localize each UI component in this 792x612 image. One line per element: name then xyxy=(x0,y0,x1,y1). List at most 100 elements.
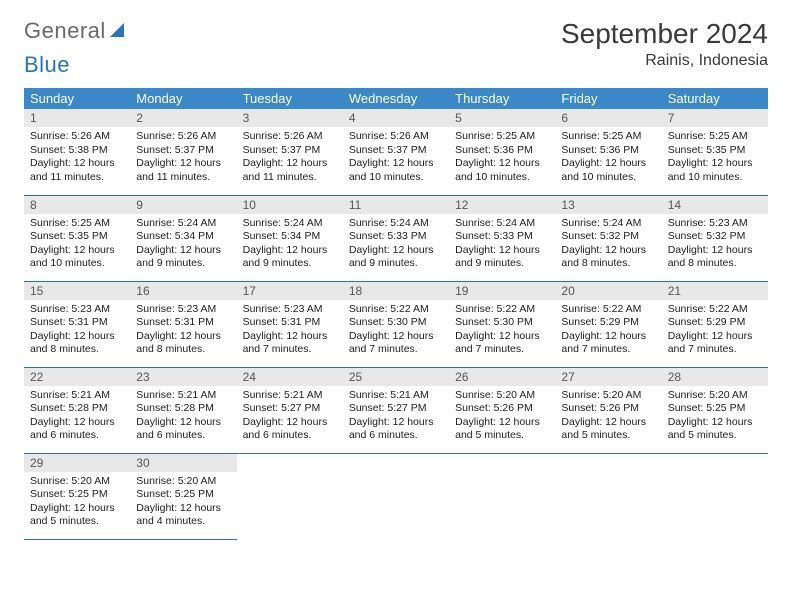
day-number: 19 xyxy=(449,282,555,300)
day-body: Sunrise: 5:22 AMSunset: 5:30 PMDaylight:… xyxy=(343,300,449,363)
daylight-line: Daylight: 12 hours and 9 minutes. xyxy=(455,244,549,271)
daylight-line: Daylight: 12 hours and 10 minutes. xyxy=(561,157,655,184)
daylight-line: Daylight: 12 hours and 10 minutes. xyxy=(349,157,443,184)
logo-text-1: General xyxy=(24,18,106,44)
day-body: Sunrise: 5:26 AMSunset: 5:37 PMDaylight:… xyxy=(343,127,449,190)
calendar-cell: 21Sunrise: 5:22 AMSunset: 5:29 PMDayligh… xyxy=(662,281,768,367)
day-number: 6 xyxy=(555,109,661,127)
day-number: 13 xyxy=(555,196,661,214)
calendar-cell: 27Sunrise: 5:20 AMSunset: 5:26 PMDayligh… xyxy=(555,367,661,453)
sunrise-line: Sunrise: 5:20 AM xyxy=(136,475,230,489)
day-body: Sunrise: 5:25 AMSunset: 5:36 PMDaylight:… xyxy=(555,127,661,190)
day-number: 14 xyxy=(662,196,768,214)
calendar-cell: 6Sunrise: 5:25 AMSunset: 5:36 PMDaylight… xyxy=(555,109,661,195)
sunset-line: Sunset: 5:36 PM xyxy=(455,144,549,158)
calendar-week-row: 29Sunrise: 5:20 AMSunset: 5:25 PMDayligh… xyxy=(24,453,768,539)
sunset-line: Sunset: 5:25 PM xyxy=(668,402,762,416)
daylight-line: Daylight: 12 hours and 9 minutes. xyxy=(243,244,337,271)
calendar-cell: 5Sunrise: 5:25 AMSunset: 5:36 PMDaylight… xyxy=(449,109,555,195)
calendar-cell: 15Sunrise: 5:23 AMSunset: 5:31 PMDayligh… xyxy=(24,281,130,367)
day-body: Sunrise: 5:21 AMSunset: 5:28 PMDaylight:… xyxy=(130,386,236,449)
day-body: Sunrise: 5:24 AMSunset: 5:32 PMDaylight:… xyxy=(555,214,661,277)
daylight-line: Daylight: 12 hours and 6 minutes. xyxy=(136,416,230,443)
sunset-line: Sunset: 5:36 PM xyxy=(561,144,655,158)
month-title: September 2024 xyxy=(561,18,768,50)
calendar-cell xyxy=(555,453,661,539)
calendar-cell: 28Sunrise: 5:20 AMSunset: 5:25 PMDayligh… xyxy=(662,367,768,453)
day-number: 23 xyxy=(130,368,236,386)
calendar-cell: 22Sunrise: 5:21 AMSunset: 5:28 PMDayligh… xyxy=(24,367,130,453)
day-number: 15 xyxy=(24,282,130,300)
sunset-line: Sunset: 5:37 PM xyxy=(349,144,443,158)
daylight-line: Daylight: 12 hours and 11 minutes. xyxy=(136,157,230,184)
day-body: Sunrise: 5:22 AMSunset: 5:30 PMDaylight:… xyxy=(449,300,555,363)
calendar-week-row: 1Sunrise: 5:26 AMSunset: 5:38 PMDaylight… xyxy=(24,109,768,195)
day-number: 1 xyxy=(24,109,130,127)
sunrise-line: Sunrise: 5:24 AM xyxy=(136,217,230,231)
sunrise-line: Sunrise: 5:26 AM xyxy=(136,130,230,144)
sunrise-line: Sunrise: 5:24 AM xyxy=(349,217,443,231)
calendar-cell: 30Sunrise: 5:20 AMSunset: 5:25 PMDayligh… xyxy=(130,453,236,539)
daylight-line: Daylight: 12 hours and 5 minutes. xyxy=(561,416,655,443)
weekday-header: Sunday xyxy=(24,88,130,109)
sunset-line: Sunset: 5:34 PM xyxy=(136,230,230,244)
calendar-cell: 20Sunrise: 5:22 AMSunset: 5:29 PMDayligh… xyxy=(555,281,661,367)
day-number: 4 xyxy=(343,109,449,127)
sunset-line: Sunset: 5:27 PM xyxy=(243,402,337,416)
daylight-line: Daylight: 12 hours and 6 minutes. xyxy=(243,416,337,443)
calendar-week-row: 15Sunrise: 5:23 AMSunset: 5:31 PMDayligh… xyxy=(24,281,768,367)
sunset-line: Sunset: 5:38 PM xyxy=(30,144,124,158)
sunrise-line: Sunrise: 5:25 AM xyxy=(455,130,549,144)
calendar-cell: 18Sunrise: 5:22 AMSunset: 5:30 PMDayligh… xyxy=(343,281,449,367)
daylight-line: Daylight: 12 hours and 7 minutes. xyxy=(243,330,337,357)
day-number: 28 xyxy=(662,368,768,386)
sunset-line: Sunset: 5:35 PM xyxy=(668,144,762,158)
daylight-line: Daylight: 12 hours and 7 minutes. xyxy=(668,330,762,357)
day-body: Sunrise: 5:21 AMSunset: 5:27 PMDaylight:… xyxy=(343,386,449,449)
location: Rainis, Indonesia xyxy=(561,52,768,70)
day-body: Sunrise: 5:24 AMSunset: 5:34 PMDaylight:… xyxy=(130,214,236,277)
day-number: 21 xyxy=(662,282,768,300)
calendar-cell xyxy=(449,453,555,539)
day-body: Sunrise: 5:24 AMSunset: 5:34 PMDaylight:… xyxy=(237,214,343,277)
daylight-line: Daylight: 12 hours and 8 minutes. xyxy=(136,330,230,357)
sunrise-line: Sunrise: 5:20 AM xyxy=(30,475,124,489)
day-body: Sunrise: 5:23 AMSunset: 5:32 PMDaylight:… xyxy=(662,214,768,277)
calendar-cell: 25Sunrise: 5:21 AMSunset: 5:27 PMDayligh… xyxy=(343,367,449,453)
sunset-line: Sunset: 5:34 PM xyxy=(243,230,337,244)
weekday-header: Thursday xyxy=(449,88,555,109)
sunrise-line: Sunrise: 5:24 AM xyxy=(561,217,655,231)
sunrise-line: Sunrise: 5:21 AM xyxy=(243,389,337,403)
calendar-cell: 13Sunrise: 5:24 AMSunset: 5:32 PMDayligh… xyxy=(555,195,661,281)
day-body: Sunrise: 5:25 AMSunset: 5:35 PMDaylight:… xyxy=(662,127,768,190)
day-body: Sunrise: 5:26 AMSunset: 5:38 PMDaylight:… xyxy=(24,127,130,190)
calendar-body: 1Sunrise: 5:26 AMSunset: 5:38 PMDaylight… xyxy=(24,109,768,539)
sunset-line: Sunset: 5:33 PM xyxy=(349,230,443,244)
sunrise-line: Sunrise: 5:24 AM xyxy=(243,217,337,231)
daylight-line: Daylight: 12 hours and 7 minutes. xyxy=(561,330,655,357)
sunset-line: Sunset: 5:26 PM xyxy=(561,402,655,416)
daylight-line: Daylight: 12 hours and 8 minutes. xyxy=(561,244,655,271)
sunrise-line: Sunrise: 5:25 AM xyxy=(561,130,655,144)
day-body: Sunrise: 5:20 AMSunset: 5:25 PMDaylight:… xyxy=(662,386,768,449)
sunrise-line: Sunrise: 5:26 AM xyxy=(30,130,124,144)
sunset-line: Sunset: 5:25 PM xyxy=(136,488,230,502)
sunset-line: Sunset: 5:30 PM xyxy=(349,316,443,330)
calendar-cell: 10Sunrise: 5:24 AMSunset: 5:34 PMDayligh… xyxy=(237,195,343,281)
weekday-header: Wednesday xyxy=(343,88,449,109)
calendar-cell: 12Sunrise: 5:24 AMSunset: 5:33 PMDayligh… xyxy=(449,195,555,281)
daylight-line: Daylight: 12 hours and 11 minutes. xyxy=(30,157,124,184)
sunrise-line: Sunrise: 5:23 AM xyxy=(243,303,337,317)
daylight-line: Daylight: 12 hours and 10 minutes. xyxy=(30,244,124,271)
day-number: 8 xyxy=(24,196,130,214)
day-number: 2 xyxy=(130,109,236,127)
day-body: Sunrise: 5:20 AMSunset: 5:26 PMDaylight:… xyxy=(555,386,661,449)
day-number: 10 xyxy=(237,196,343,214)
calendar-cell: 2Sunrise: 5:26 AMSunset: 5:37 PMDaylight… xyxy=(130,109,236,195)
sunrise-line: Sunrise: 5:24 AM xyxy=(455,217,549,231)
calendar-cell: 23Sunrise: 5:21 AMSunset: 5:28 PMDayligh… xyxy=(130,367,236,453)
logo-sail-icon xyxy=(108,21,128,41)
day-number: 9 xyxy=(130,196,236,214)
day-number: 11 xyxy=(343,196,449,214)
sunrise-line: Sunrise: 5:25 AM xyxy=(668,130,762,144)
